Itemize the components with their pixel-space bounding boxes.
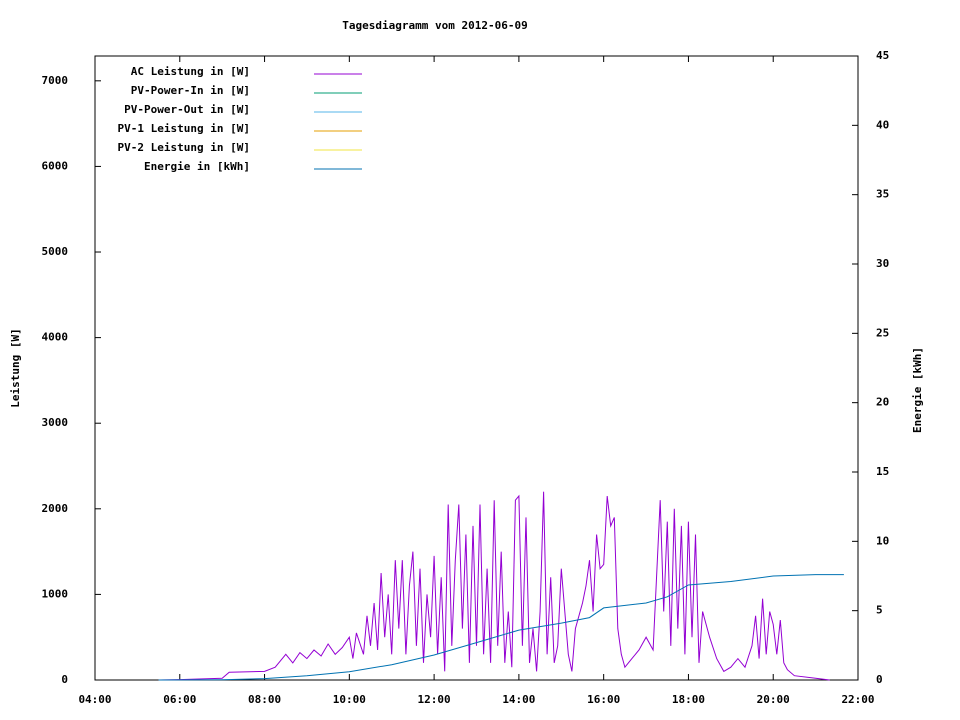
y2-tick-label: 30 <box>876 257 889 270</box>
x-tick-label: 18:00 <box>672 693 705 706</box>
legend-label: PV-Power-In in [W] <box>131 84 250 97</box>
y-tick-label: 2000 <box>42 502 69 515</box>
x-tick-label: 16:00 <box>587 693 620 706</box>
legend-label: PV-2 Leistung in [W] <box>118 141 250 154</box>
y2-tick-label: 45 <box>876 49 889 62</box>
y2-tick-label: 25 <box>876 326 889 339</box>
y-tick-label: 5000 <box>42 245 69 258</box>
y2-tick-label: 35 <box>876 188 889 201</box>
y2-tick-label: 0 <box>876 673 883 686</box>
series-line <box>158 491 830 681</box>
y2-tick-label: 40 <box>876 118 889 131</box>
y-tick-label: 6000 <box>42 159 69 172</box>
plot-frame <box>94 55 859 681</box>
x-tick-label: 10:00 <box>333 693 366 706</box>
legend-label: Energie in [kWh] <box>144 160 250 173</box>
y-tick-label: 1000 <box>42 587 69 600</box>
y-tick-label: 3000 <box>42 416 69 429</box>
y2-tick-label: 10 <box>876 534 889 547</box>
series-line <box>158 574 844 681</box>
x-tick-label: 22:00 <box>841 693 874 706</box>
legend-label: PV-1 Leistung in [W] <box>118 122 250 135</box>
y-tick-label: 0 <box>61 673 68 686</box>
y2-tick-label: 15 <box>876 465 889 478</box>
x-tick-label: 06:00 <box>163 693 196 706</box>
x-tick-label: 04:00 <box>78 693 111 706</box>
y2-tick-label: 20 <box>876 396 889 409</box>
x-tick-label: 14:00 <box>502 693 535 706</box>
x-tick-label: 12:00 <box>418 693 451 706</box>
y-tick-label: 4000 <box>42 331 69 344</box>
y2-tick-label: 5 <box>876 604 883 617</box>
x-tick-label: 20:00 <box>757 693 790 706</box>
y-tick-label: 7000 <box>42 74 69 87</box>
y-axis-label: Leistung [W] <box>9 328 22 407</box>
chart-title: Tagesdiagramm vom 2012-06-09 <box>342 19 527 32</box>
x-tick-label: 08:00 <box>248 693 281 706</box>
legend-label: AC Leistung in [W] <box>131 65 250 78</box>
legend-label: PV-Power-Out in [W] <box>124 103 250 116</box>
y2-axis-label: Energie [kWh] <box>911 347 924 433</box>
